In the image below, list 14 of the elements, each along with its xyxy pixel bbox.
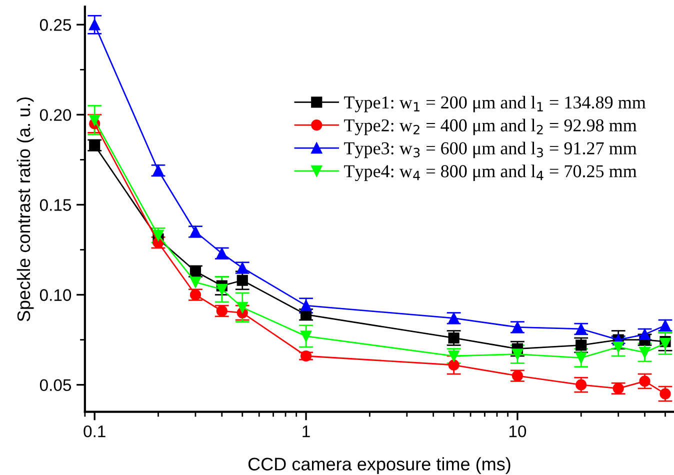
y-tick-label: 0.05	[40, 379, 72, 392]
y-tick-label: 0.10	[40, 289, 72, 301]
legend-label: Type4: w$_{4}$ = 800 μm and l$_{4}$ = 70.25 mm	[344, 164, 637, 182]
x-axis-title: CCD camera exposure time (ms)	[248, 457, 510, 474]
legend-label: Type1: w$_{1}$ = 200 μm and l$_{1}$ = 134.89 mm	[344, 96, 646, 112]
legend-label: Type3: w$_{3}$ = 600 μm and l$_{3}$ = 91.27 mm	[344, 142, 637, 158]
legend-label: Type2: w$_{2}$ = 400 μm and l$_{2}$ = 92.98 mm	[344, 118, 637, 136]
y-axis-title: Speckle contrast ratio (a. u.)	[16, 97, 34, 322]
y-tick-label: 0.25	[40, 19, 72, 31]
y-tick-label: 0.20	[40, 109, 72, 121]
x-tick-label: 0.1	[84, 425, 106, 438]
x-tick-label: 1	[302, 426, 310, 438]
y-tick-label: 0.15	[40, 199, 72, 211]
x-tick-label: 10	[509, 425, 526, 438]
